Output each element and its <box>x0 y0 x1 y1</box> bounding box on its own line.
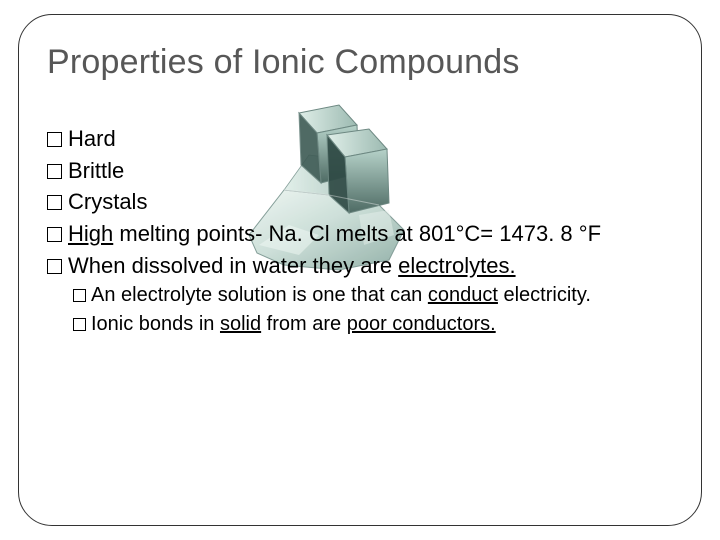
bullet-text: An electrolyte solution is one that can <box>91 284 428 306</box>
bullet-text: Hard <box>68 126 116 151</box>
checkbox-icon <box>47 259 62 274</box>
bullet-text-underline: High <box>68 221 113 246</box>
bullet-hard: Hard <box>47 124 673 154</box>
bullet-electrolytes: When dissolved in water they are electro… <box>47 251 673 281</box>
checkbox-icon <box>47 195 62 210</box>
bullet-text: Ionic bonds in <box>91 313 220 335</box>
bullet-text-underline: poor conductors. <box>347 313 496 335</box>
bullet-text-underline: solid <box>220 313 261 335</box>
slide-title: Properties of Ionic Compounds <box>47 43 673 82</box>
slide-frame: Properties of Ionic Compounds Hard Britt… <box>18 14 702 526</box>
bullet-text: When dissolved in water they are <box>68 253 398 278</box>
bullet-text-underline: conduct <box>428 284 498 306</box>
bullet-text-underline: electrolytes. <box>398 253 515 278</box>
sub-bullet-conduct: An electrolyte solution is one that can … <box>73 282 673 309</box>
checkbox-icon <box>73 318 86 331</box>
bullet-text: from are <box>261 313 347 335</box>
bullet-text: Crystals <box>68 189 147 214</box>
bullet-text: electricity. <box>498 284 591 306</box>
checkbox-icon <box>47 164 62 179</box>
slide: Properties of Ionic Compounds Hard Britt… <box>0 0 720 540</box>
sub-bullet-solid: Ionic bonds in solid from are poor condu… <box>73 311 673 338</box>
checkbox-icon <box>47 227 62 242</box>
checkbox-icon <box>47 132 62 147</box>
checkbox-icon <box>73 289 86 302</box>
bullet-brittle: Brittle <box>47 156 673 186</box>
bullet-text: melting points- Na. Cl melts at 801°C= 1… <box>113 221 601 246</box>
bullet-text: Brittle <box>68 158 124 183</box>
bullet-crystals: Crystals <box>47 187 673 217</box>
body-content: Hard Brittle Crystals High melting point… <box>47 124 673 338</box>
bullet-melting-points: High melting points- Na. Cl melts at 801… <box>47 219 673 249</box>
